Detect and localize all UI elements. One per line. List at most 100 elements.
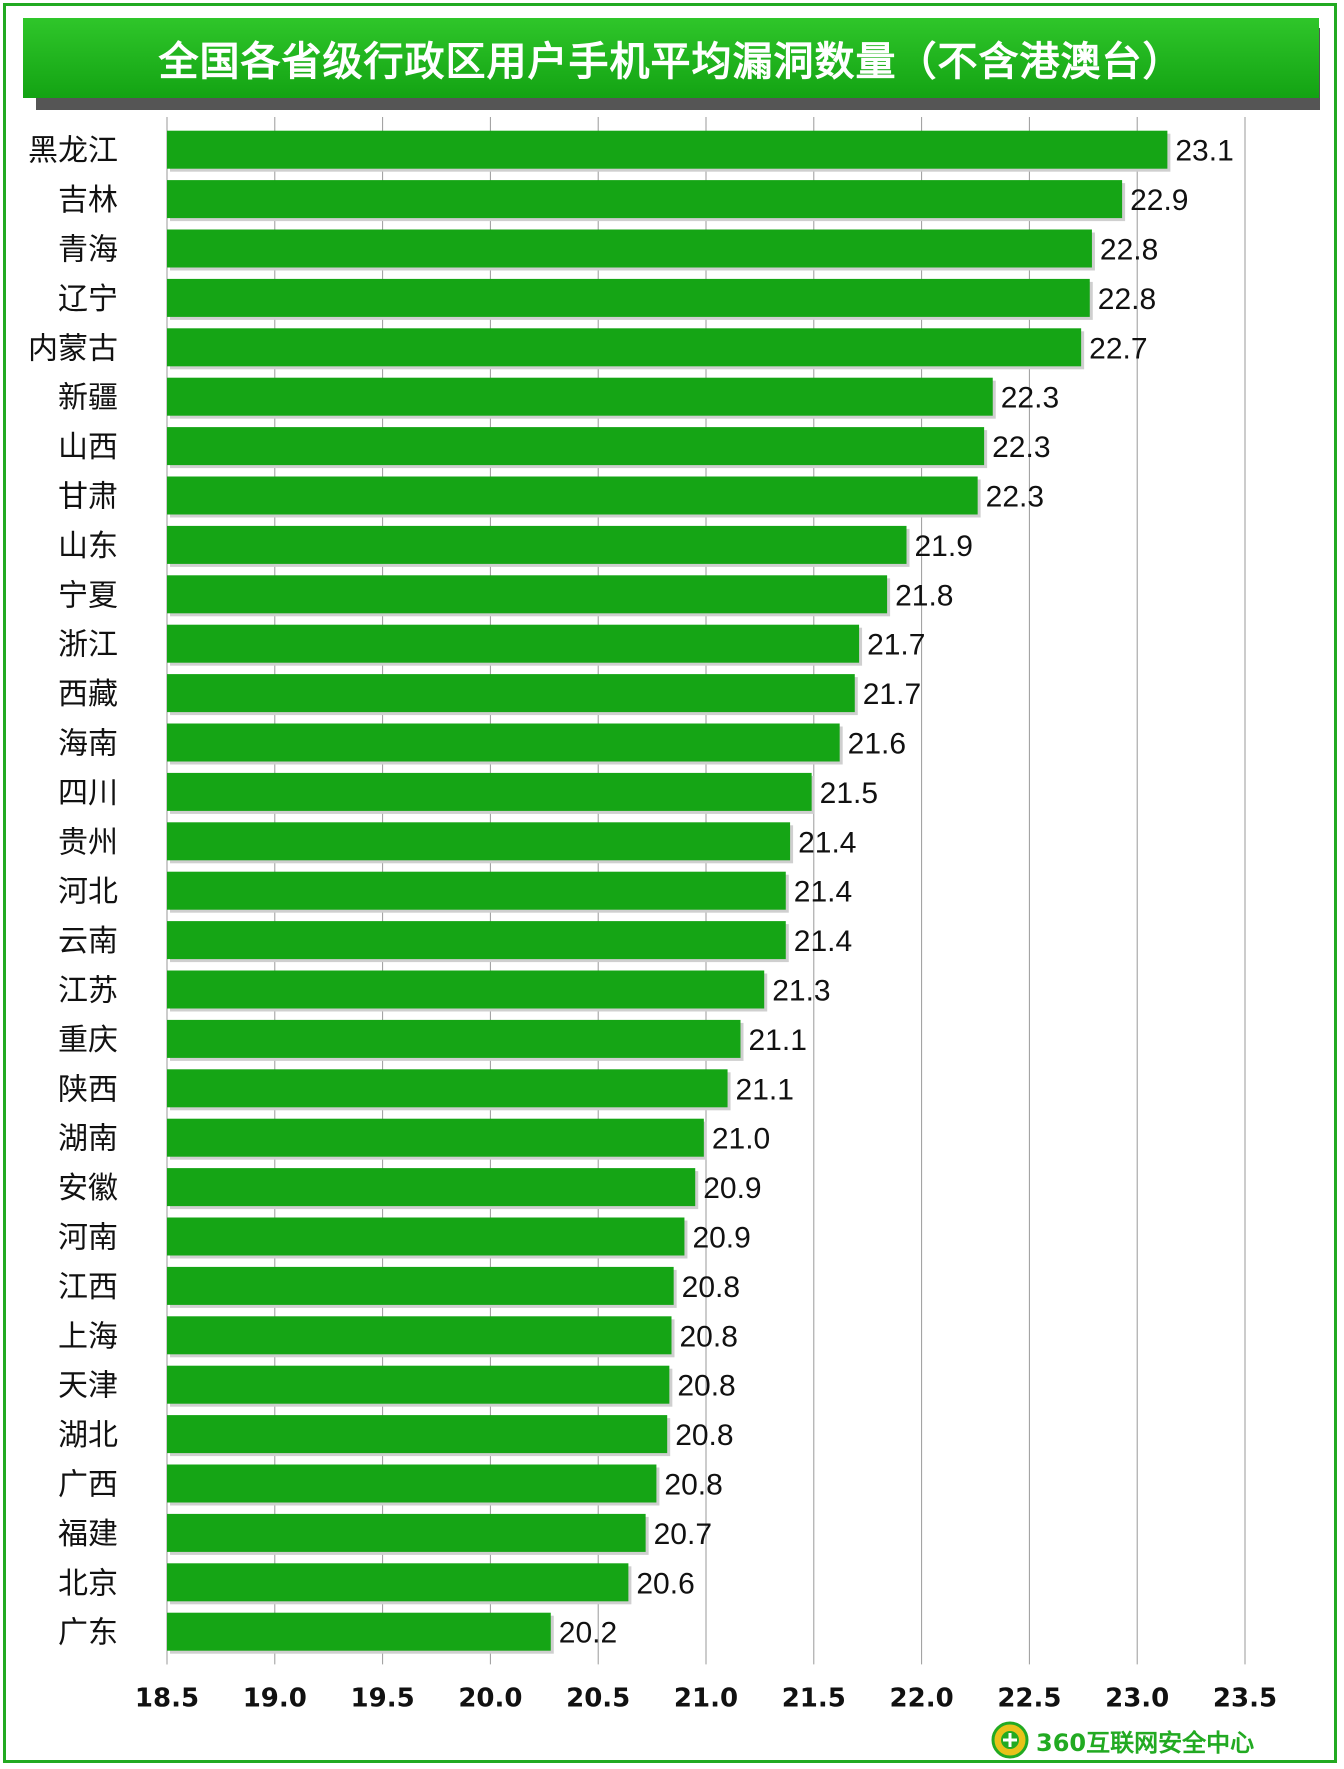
value-label: 21.0	[712, 1123, 770, 1156]
category-label: 河南	[58, 1221, 118, 1256]
bar	[167, 1019, 741, 1058]
category-label: 陕西	[58, 1072, 118, 1107]
category-label: 山西	[58, 430, 118, 465]
value-label: 20.9	[703, 1172, 761, 1205]
value-label: 20.8	[682, 1271, 740, 1304]
x-tick-label: 19.0	[243, 1683, 307, 1713]
value-label: 20.8	[675, 1419, 733, 1452]
category-label: 河北	[58, 875, 118, 910]
bar	[167, 1464, 657, 1503]
bar	[167, 476, 978, 515]
value-label: 20.8	[677, 1370, 735, 1403]
value-label: 22.8	[1098, 283, 1156, 316]
x-tick-label: 20.5	[566, 1683, 630, 1713]
bar	[167, 822, 791, 861]
category-label: 江西	[58, 1270, 118, 1305]
category-label: 山东	[58, 529, 118, 564]
category-label: 广西	[58, 1468, 118, 1503]
bar	[167, 1266, 674, 1305]
bar	[167, 427, 985, 466]
category-label: 云南	[58, 924, 118, 959]
bar	[167, 1513, 646, 1552]
bar	[167, 180, 1123, 219]
x-tick-label: 21.5	[782, 1683, 846, 1713]
x-tick-label: 23.5	[1213, 1683, 1277, 1713]
value-label: 21.7	[863, 678, 921, 711]
chart-frame	[3, 3, 1337, 1763]
watermark: 360互联网安全中心	[990, 1720, 1254, 1760]
bar	[167, 1563, 629, 1602]
bar	[167, 575, 888, 614]
value-label: 23.1	[1175, 135, 1233, 168]
x-tick-label: 22.0	[890, 1683, 954, 1713]
value-label: 22.3	[986, 481, 1044, 514]
value-label: 22.3	[992, 431, 1050, 464]
bar	[167, 624, 860, 663]
bar	[167, 723, 840, 762]
bar	[167, 1415, 668, 1454]
category-label: 吉林	[58, 183, 118, 218]
value-label: 20.7	[654, 1518, 712, 1551]
category-label: 西藏	[58, 677, 118, 712]
x-tick-label: 23.0	[1105, 1683, 1169, 1713]
category-label: 辽宁	[58, 282, 118, 317]
category-label: 安徽	[58, 1171, 118, 1206]
bar	[167, 525, 907, 564]
value-label: 20.8	[664, 1469, 722, 1502]
value-label: 21.4	[794, 925, 852, 958]
bar	[167, 229, 1092, 268]
x-tick-label: 20.0	[458, 1683, 522, 1713]
category-label: 贵州	[58, 825, 118, 860]
shield-logo-icon	[991, 1721, 1029, 1759]
bar	[167, 1118, 704, 1157]
category-label: 天津	[58, 1369, 118, 1404]
value-label: 20.8	[680, 1320, 738, 1353]
value-label: 21.7	[867, 629, 925, 662]
category-label: 福建	[58, 1517, 118, 1552]
value-label: 20.2	[559, 1617, 617, 1650]
bar	[167, 871, 786, 910]
bar	[167, 1612, 551, 1651]
watermark-text: 360互联网安全中心	[1036, 1728, 1255, 1757]
category-label: 内蒙古	[28, 331, 118, 366]
value-label: 22.9	[1130, 184, 1188, 217]
bar	[167, 130, 1168, 169]
value-label: 21.6	[848, 728, 906, 761]
value-label: 20.6	[636, 1567, 694, 1600]
category-label: 江苏	[58, 974, 118, 1009]
bar	[167, 278, 1090, 317]
value-label: 20.9	[692, 1222, 750, 1255]
value-label: 21.5	[820, 777, 878, 810]
value-label: 21.1	[748, 1024, 806, 1057]
value-label: 22.7	[1089, 332, 1147, 365]
bar	[167, 1069, 728, 1108]
category-label: 新疆	[58, 381, 118, 416]
bar	[167, 1217, 685, 1256]
bar	[167, 674, 855, 713]
bar	[167, 772, 812, 811]
category-label: 宁夏	[58, 578, 118, 613]
bar	[167, 921, 786, 960]
category-label: 黑龙江	[28, 134, 118, 169]
x-tick-label: 19.5	[351, 1683, 415, 1713]
category-label: 湖北	[58, 1418, 118, 1453]
bar	[167, 1365, 670, 1404]
value-label: 21.4	[794, 876, 852, 909]
bar	[167, 377, 993, 416]
category-label: 四川	[58, 776, 118, 811]
title-bar: 全国各省级行政区用户手机平均漏洞数量（不含港澳台）	[23, 18, 1319, 98]
category-label: 湖南	[58, 1122, 118, 1157]
value-label: 21.1	[736, 1073, 794, 1106]
value-label: 22.8	[1100, 234, 1158, 267]
x-tick-label: 21.0	[674, 1683, 738, 1713]
bar	[167, 970, 765, 1009]
value-label: 21.3	[772, 975, 830, 1008]
category-label: 广东	[58, 1616, 118, 1651]
bar	[167, 328, 1082, 367]
value-label: 22.3	[1001, 382, 1059, 415]
value-label: 21.9	[915, 530, 973, 563]
value-label: 21.4	[798, 826, 856, 859]
x-tick-label: 22.5	[997, 1683, 1061, 1713]
category-label: 海南	[58, 727, 118, 762]
